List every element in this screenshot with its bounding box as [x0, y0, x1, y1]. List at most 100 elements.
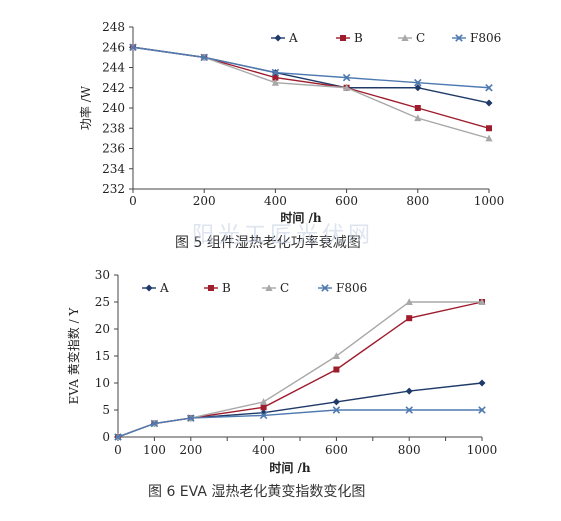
y-tick-label: 244	[102, 61, 125, 75]
data-point-F806	[259, 411, 268, 420]
legend-label-B: B	[222, 281, 231, 295]
y-tick-label: 232	[102, 182, 125, 196]
data-point-B	[406, 315, 413, 322]
data-point-F806-core	[334, 408, 338, 412]
watermark-text: 阳光工匠光伏网	[192, 223, 374, 248]
x-tick-label: 1000	[474, 194, 505, 208]
data-point-A	[485, 99, 493, 107]
series-B	[115, 299, 485, 440]
y-tick-label: 20	[95, 322, 110, 336]
data-point-A	[332, 398, 340, 406]
y-tick-label: 5	[102, 403, 110, 417]
data-point-A	[478, 379, 486, 387]
y-tick-label: 30	[95, 268, 110, 282]
legend-marker-F806-core	[323, 286, 327, 290]
data-point-F806	[187, 414, 195, 422]
x-axis-label: 时间 /h	[269, 460, 311, 475]
series-F806	[129, 43, 493, 92]
figure-caption: 图 5 组件湿热老化功率衰减图	[175, 234, 361, 251]
data-point-F806-core	[407, 408, 411, 412]
data-point-F806-core	[480, 408, 484, 412]
x-tick-label: 0	[114, 443, 122, 457]
x-tick-label: 800	[406, 194, 429, 208]
x-tick-label: 400	[252, 443, 275, 457]
data-point-F806-core	[152, 422, 156, 425]
series-line-C	[132, 46, 490, 140]
legend-label-C: C	[416, 31, 425, 45]
x-tick-label: 100	[143, 443, 166, 457]
data-point-F806	[129, 43, 137, 52]
data-point-F806-core	[202, 55, 206, 59]
series-line-B	[132, 46, 490, 129]
data-point-B	[486, 125, 492, 132]
legend-marker-C	[265, 284, 273, 291]
data-point-F806-core	[131, 45, 135, 49]
data-point-F806	[114, 433, 122, 441]
y-axis-label: EVA 黄变指数 / Y	[66, 307, 81, 405]
y-tick-label: 242	[102, 81, 125, 95]
y-tick-label: 246	[102, 40, 125, 54]
x-tick-label: 0	[129, 194, 137, 208]
x-tick-label: 1000	[467, 443, 498, 457]
x-tick-label: 800	[398, 443, 421, 457]
data-point-A	[405, 387, 413, 395]
data-point-F806	[405, 406, 413, 414]
legend-label-F806: F806	[336, 281, 367, 295]
legend-marker-F806	[321, 284, 329, 292]
y-tick-label: 234	[102, 162, 125, 176]
legend-label-A: A	[159, 281, 169, 295]
series-line-C	[117, 301, 482, 438]
y-tick-label: 248	[102, 20, 125, 34]
data-point-B	[272, 74, 279, 81]
y-tick-label: 0	[102, 430, 110, 444]
data-point-F806	[150, 419, 159, 428]
data-point-B	[414, 105, 421, 111]
figure-caption: 图 6 EVA 湿热老化黄变指数变化图	[148, 483, 365, 500]
y-axis-label: 功率 /W	[78, 85, 93, 130]
data-point-F806	[414, 78, 422, 87]
x-tick-label: 400	[264, 194, 287, 208]
data-point-F806-core	[116, 435, 120, 439]
legend-label-C: C	[280, 281, 289, 295]
legend-marker-A	[274, 34, 282, 42]
x-tick-label: 600	[325, 443, 348, 457]
data-point-C	[343, 83, 351, 91]
data-point-F806	[271, 68, 280, 77]
data-point-F806-core	[416, 81, 420, 85]
data-point-C	[478, 298, 486, 305]
x-axis-label: 时间 /h	[280, 210, 322, 225]
y-tick-label: 10	[95, 376, 110, 390]
data-point-F806	[485, 83, 493, 92]
y-tick-label: 25	[95, 295, 110, 309]
data-point-F806-core	[189, 416, 193, 420]
data-point-F806	[478, 406, 486, 414]
data-point-F806-core	[487, 86, 491, 90]
y-tick-label: 238	[102, 121, 125, 135]
data-point-C	[260, 398, 268, 405]
x-tick-label: 200	[193, 194, 216, 208]
chart-2: 0 5 10 15 20 25 30 0 100 200 400 600 800 1000 时间 /h EVA…	[66, 268, 497, 500]
y-tick-label: 15	[95, 349, 110, 363]
legend-label-F806: F806	[470, 31, 501, 45]
data-point-A	[414, 84, 422, 92]
data-point-C	[414, 114, 422, 122]
y-tick-label: 236	[102, 142, 125, 156]
legend-label-A: A	[288, 31, 298, 45]
data-point-F806	[342, 73, 351, 82]
data-point-C	[271, 78, 279, 86]
data-point-F806-core	[273, 71, 277, 75]
legend-marker-C	[401, 34, 409, 41]
data-point-C	[332, 352, 340, 359]
legend-label-B: B	[354, 31, 363, 45]
data-point-F806-core	[262, 413, 266, 417]
series-B	[130, 44, 492, 132]
data-point-F806-core	[345, 76, 349, 80]
data-point-B	[260, 404, 267, 411]
y-tick-label: 240	[102, 101, 125, 115]
data-point-C	[405, 298, 413, 305]
series-F806	[114, 406, 486, 441]
legend-marker-F806-core	[457, 36, 461, 40]
data-point-B	[333, 366, 340, 373]
